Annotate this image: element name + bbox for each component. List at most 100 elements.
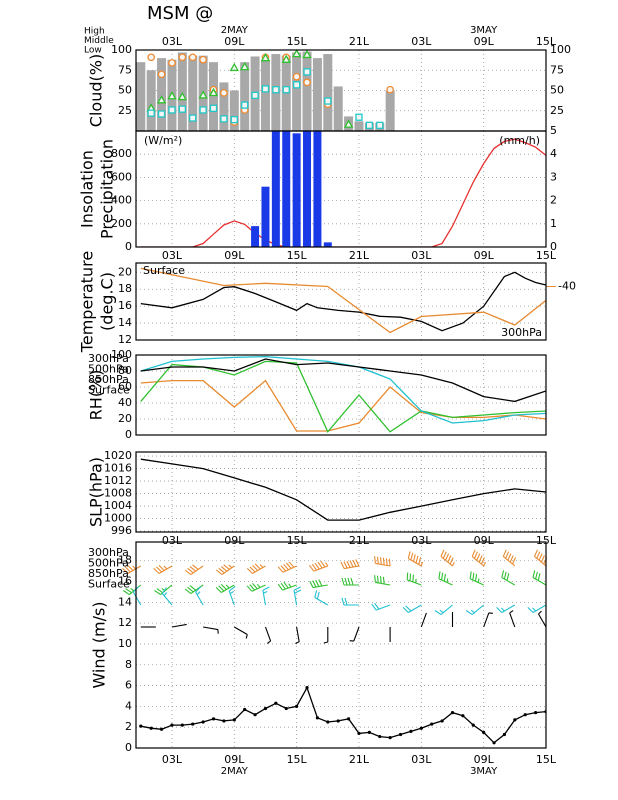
wind-barb xyxy=(293,586,302,606)
bar xyxy=(188,55,198,131)
time-tick-label: 15L xyxy=(536,249,557,262)
time-tick-label: 15L xyxy=(287,249,308,262)
dot xyxy=(430,722,434,726)
panel xyxy=(136,50,546,131)
time-tick-label: 09L xyxy=(474,534,495,547)
dot xyxy=(346,717,351,721)
wind-barb xyxy=(402,604,422,613)
y-tick-label: 4 xyxy=(125,699,132,712)
y2-tick-label: 3 xyxy=(550,170,557,183)
y-tick-label: 10 xyxy=(118,637,132,650)
marker xyxy=(303,68,311,76)
y-tick-label: 100 xyxy=(111,348,132,361)
dot xyxy=(295,704,299,708)
wind-barb xyxy=(295,626,300,645)
marker xyxy=(355,113,363,121)
wind-barb xyxy=(434,604,453,616)
dot xyxy=(378,734,382,739)
wind-barb xyxy=(308,560,329,572)
wind-barb xyxy=(532,570,547,586)
marker xyxy=(365,121,374,129)
y2-tick-label: 4 xyxy=(550,147,557,160)
wind-barb xyxy=(184,564,204,576)
y-tick-label: 60 xyxy=(118,380,132,393)
units2-label: (mm/h) xyxy=(499,134,540,147)
bar xyxy=(385,90,395,131)
wind-barb xyxy=(465,604,485,616)
y-tick-label: 996 xyxy=(111,524,132,537)
wind-barb xyxy=(309,579,328,589)
line xyxy=(140,458,546,521)
dot xyxy=(409,729,413,733)
time-tick-label: 03L xyxy=(411,534,432,547)
marker xyxy=(177,91,188,101)
time-tick-label: 15L xyxy=(536,753,557,766)
y-tick-label: 600 xyxy=(111,170,132,183)
panel xyxy=(136,131,546,247)
marker xyxy=(386,85,394,94)
y-tick-label: 1000 xyxy=(104,512,132,525)
marker xyxy=(220,89,228,97)
y-tick-label: 40 xyxy=(118,396,132,409)
dot xyxy=(284,706,288,711)
wind-barb xyxy=(122,565,142,574)
wind-barb xyxy=(509,610,516,628)
wind-barb xyxy=(154,584,173,596)
y2-tick-label: 25 xyxy=(550,104,564,117)
wind-barb xyxy=(440,549,455,567)
panel xyxy=(136,263,546,340)
y-tick-label: 1012 xyxy=(104,474,132,487)
time-tick-label: 15L xyxy=(287,753,308,766)
line xyxy=(140,138,546,247)
wind-barb xyxy=(340,559,360,570)
time-tick-label: 15L xyxy=(536,35,557,48)
dot xyxy=(201,720,205,724)
marker xyxy=(178,53,187,62)
wind-barb xyxy=(374,575,391,586)
frame xyxy=(135,262,547,341)
units-label: (W/m²) xyxy=(144,134,182,147)
wind-barb xyxy=(246,563,266,574)
dot xyxy=(357,731,361,736)
marker xyxy=(241,101,249,109)
wind-barb xyxy=(323,627,329,644)
legend-label: High xyxy=(84,27,105,37)
time-tick-label: 03L xyxy=(411,249,432,262)
wind-barb xyxy=(469,571,484,586)
y2-tick-label: 5 xyxy=(550,124,557,137)
marker xyxy=(229,62,240,72)
y2-tick-label: 75 xyxy=(550,63,564,76)
legend-label: 300hPa xyxy=(88,546,129,559)
date-label: 2MAY xyxy=(221,766,249,777)
y-tick-label: 200 xyxy=(111,217,132,230)
legend-label: Middle xyxy=(84,36,114,46)
legend-label: 850hPa xyxy=(88,373,129,386)
dot xyxy=(170,723,174,727)
bar xyxy=(323,242,332,247)
dot xyxy=(274,701,278,705)
y-axis-label: Precipitation xyxy=(98,139,117,239)
frame xyxy=(135,541,547,749)
time-tick-label: 09L xyxy=(224,35,245,48)
y-tick-label: 1008 xyxy=(104,487,132,500)
dot xyxy=(315,716,320,720)
marker xyxy=(198,90,208,99)
dot xyxy=(326,720,330,724)
dot xyxy=(502,732,507,737)
y-axis-label: Insolation xyxy=(78,150,97,228)
marker xyxy=(188,53,197,62)
bar xyxy=(271,131,280,247)
y-axis-label: Temperature xyxy=(78,251,97,353)
wind-barb xyxy=(314,590,329,606)
dot xyxy=(222,719,226,723)
dot xyxy=(149,726,153,730)
y-tick-label: 12 xyxy=(118,333,132,346)
marker xyxy=(376,121,384,129)
dot xyxy=(471,723,475,727)
time-tick-label: 09L xyxy=(474,249,495,262)
legend-label: 300hPa xyxy=(88,352,129,365)
marker xyxy=(178,105,186,113)
wind-barb xyxy=(483,612,493,628)
y-axis-label: Wind (m/s) xyxy=(90,601,109,688)
line xyxy=(140,358,546,403)
